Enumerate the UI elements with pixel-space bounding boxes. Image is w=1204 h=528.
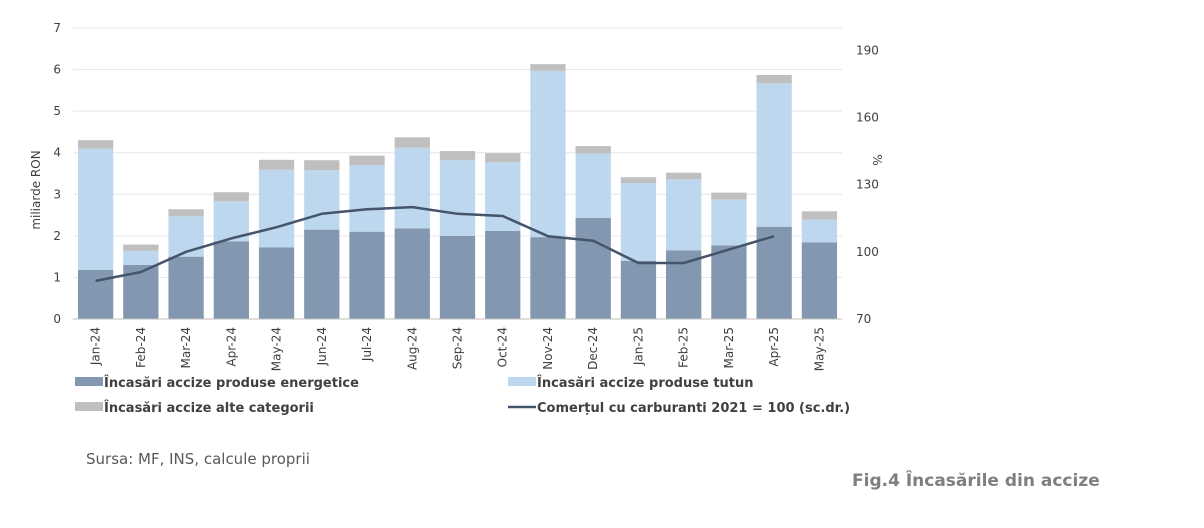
y-tick-label: 0 bbox=[53, 312, 61, 326]
bar-series3-13 bbox=[666, 172, 702, 180]
legend-swatch bbox=[508, 377, 536, 386]
x-tick-label: Apr-24 bbox=[224, 327, 238, 367]
bar-series1-5 bbox=[304, 229, 340, 319]
bar-series1-4 bbox=[258, 247, 295, 319]
bar-series2-16 bbox=[801, 219, 838, 243]
y-tick-label: 2 bbox=[53, 229, 61, 243]
bar-series3-14 bbox=[711, 192, 747, 200]
x-tick-label: Apr-25 bbox=[767, 327, 781, 367]
y2-tick-label: 190 bbox=[856, 43, 879, 57]
x-tick-label: Jan-24 bbox=[89, 327, 103, 366]
x-tick-label: May-25 bbox=[812, 327, 826, 371]
bar-series1-6 bbox=[349, 231, 385, 319]
bar-series3-10 bbox=[530, 64, 566, 71]
bar-series2-13 bbox=[666, 179, 702, 251]
legend-label: Încasări accize produse tutun bbox=[537, 375, 754, 391]
bar-series2-10 bbox=[530, 70, 566, 238]
bar-series3-2 bbox=[168, 209, 204, 217]
bar-series2-2 bbox=[168, 216, 204, 257]
x-axis-ticks: Jan-24 Feb-24 Mar-24 Apr-24 May-24 Jun-24 Jul-… bbox=[89, 327, 827, 371]
y-tick-label: 3 bbox=[53, 187, 61, 201]
bar-series3-5 bbox=[304, 160, 340, 171]
bar-series1-14 bbox=[711, 245, 747, 319]
figure-title: Fig.4 Încasările din accize bbox=[852, 471, 1100, 491]
legend: Încasări accize produse energetice Încasă… bbox=[75, 375, 850, 416]
bar-series2-11 bbox=[575, 153, 611, 218]
bar-series2-5 bbox=[304, 170, 340, 230]
x-tick-label: Nov-24 bbox=[541, 327, 555, 370]
legend-label: Încasări accize alte categorii bbox=[104, 400, 314, 416]
bars bbox=[77, 64, 838, 319]
x-tick-label: Feb-24 bbox=[134, 327, 148, 368]
y2-tick-label: 70 bbox=[856, 312, 871, 326]
bar-series1-16 bbox=[801, 242, 838, 319]
x-tick-label: Jun-24 bbox=[315, 327, 329, 366]
bar-series2-7 bbox=[394, 147, 430, 229]
x-tick-label: Feb-25 bbox=[677, 327, 691, 368]
bar-series1-3 bbox=[213, 241, 249, 319]
bar-series3-9 bbox=[485, 153, 521, 163]
bar-series3-1 bbox=[123, 244, 159, 251]
y-tick-label: 4 bbox=[53, 146, 61, 160]
bar-series3-4 bbox=[258, 159, 295, 170]
y2-tick-label: 160 bbox=[856, 111, 879, 125]
bar-series1-10 bbox=[530, 237, 566, 319]
bar-series1-13 bbox=[666, 250, 702, 319]
y-axis-title: miliarde RON bbox=[29, 150, 43, 229]
x-tick-label: Dec-24 bbox=[586, 327, 600, 370]
bar-series3-12 bbox=[620, 177, 657, 184]
x-tick-label: May-24 bbox=[270, 327, 284, 371]
bar-series1-9 bbox=[485, 230, 521, 319]
y-tick-label: 5 bbox=[53, 104, 61, 118]
y-tick-label: 7 bbox=[53, 21, 61, 35]
bar-series3-11 bbox=[575, 146, 611, 154]
bar-series1-7 bbox=[394, 228, 430, 319]
legend-label: Încasări accize produse energetice bbox=[104, 375, 359, 391]
source-note: Sursa: MF, INS, calcule proprii bbox=[86, 450, 310, 468]
y-tick-label: 1 bbox=[53, 270, 61, 284]
bar-series2-15 bbox=[756, 83, 792, 227]
x-tick-label: Sep-24 bbox=[451, 327, 465, 369]
bar-series3-7 bbox=[394, 137, 430, 148]
x-tick-label: Jan-25 bbox=[631, 327, 645, 366]
bar-series2-0 bbox=[77, 148, 114, 270]
y-tick-label: 6 bbox=[53, 63, 61, 77]
x-tick-label: Aug-24 bbox=[405, 327, 419, 370]
bar-series2-6 bbox=[349, 165, 385, 232]
x-tick-label: Mar-24 bbox=[179, 327, 193, 368]
x-tick-label: Mar-25 bbox=[722, 327, 736, 368]
bar-series1-15 bbox=[756, 226, 792, 319]
bar-series3-15 bbox=[756, 74, 792, 84]
bar-series3-16 bbox=[801, 211, 838, 220]
fuel-trade-line bbox=[95, 205, 775, 283]
legend-swatch bbox=[75, 402, 103, 411]
bar-series2-4 bbox=[258, 169, 295, 248]
bar-series1-8 bbox=[439, 235, 476, 319]
bar-series3-6 bbox=[349, 155, 385, 166]
bar-series2-9 bbox=[485, 162, 521, 231]
bar-series3-3 bbox=[213, 192, 249, 202]
y2-tick-label: 100 bbox=[856, 245, 879, 259]
y2-tick-label: 130 bbox=[856, 178, 879, 192]
y2-axis-ticks: 70 100 130 160 190 bbox=[856, 43, 879, 326]
bar-series3-8 bbox=[439, 151, 476, 161]
bar-series1-12 bbox=[620, 260, 657, 319]
legend-label: Comerțul cu carburanti 2021 = 100 (sc.dr… bbox=[537, 401, 850, 416]
bar-series2-12 bbox=[620, 183, 657, 261]
bar-series2-8 bbox=[439, 160, 476, 236]
y2-axis-title: % bbox=[870, 154, 884, 165]
bar-series3-0 bbox=[77, 140, 114, 149]
bar-series2-1 bbox=[123, 250, 159, 265]
x-tick-label: Oct-24 bbox=[496, 327, 510, 367]
legend-swatch bbox=[75, 377, 103, 386]
x-tick-label: Jul-24 bbox=[360, 327, 374, 362]
bar-series1-2 bbox=[168, 256, 204, 319]
bar-series1-11 bbox=[575, 217, 611, 319]
bar-series2-14 bbox=[711, 199, 747, 246]
y-axis-ticks: 0 1 2 3 4 5 6 7 bbox=[53, 21, 61, 326]
